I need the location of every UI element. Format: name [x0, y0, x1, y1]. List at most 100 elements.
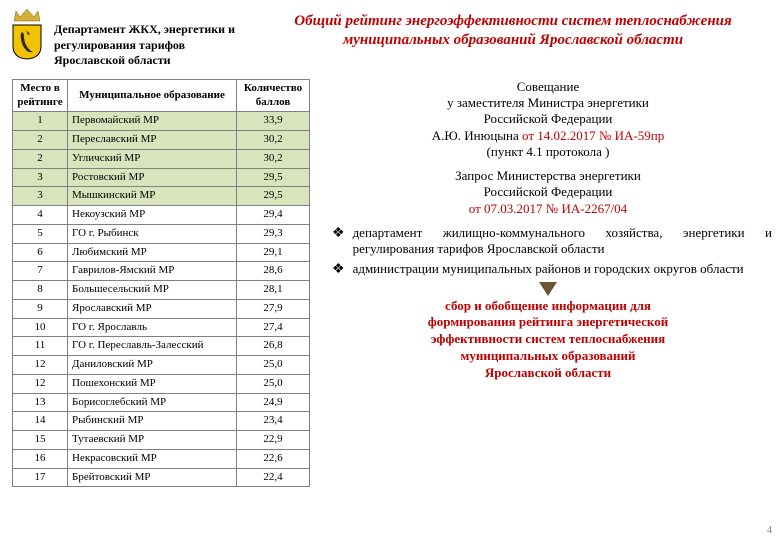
cell-score: 25,0 [237, 356, 310, 375]
table-row: 5ГО г. Рыбинск29,3 [13, 224, 310, 243]
dept-line: Департамент ЖКХ, энергетики и [54, 22, 235, 36]
table-row: 14Рыбинский МР23,4 [13, 412, 310, 431]
table-row: 1Первомайский МР33,9 [13, 112, 310, 131]
cell-rank: 16 [13, 449, 68, 468]
table-row: 12Пошехонский МР25,0 [13, 374, 310, 393]
cell-score: 29,1 [237, 243, 310, 262]
table-row: 13Борисоглебский МР24,9 [13, 393, 310, 412]
cell-score: 23,4 [237, 412, 310, 431]
cell-name: Пошехонский МР [68, 374, 237, 393]
cell-name: Тутаевский МР [68, 431, 237, 450]
cell-name: ГО г. Ярославль [68, 318, 237, 337]
text: Российской Федерации [484, 184, 613, 199]
cell-rank: 1 [13, 112, 68, 131]
cell-score: 26,8 [237, 337, 310, 356]
list-item: ❖ департамент жилищно-коммунального хозя… [332, 225, 772, 258]
text: А.Ю. Инюцына [432, 128, 522, 143]
cell-score: 27,9 [237, 299, 310, 318]
page-number: 4 [767, 525, 772, 536]
rating-table: Место в рейтинге Муниципальное образован… [12, 79, 310, 488]
shield-icon [12, 24, 42, 60]
cell-name: Гаврилов-Ямский МР [68, 262, 237, 281]
cell-name: Некрасовский МР [68, 449, 237, 468]
cell-rank: 10 [13, 318, 68, 337]
table-row: 8Большесельский МР28,1 [13, 281, 310, 300]
cell-rank: 6 [13, 243, 68, 262]
text: формирования рейтинга энергетической [428, 314, 668, 329]
cell-rank: 5 [13, 224, 68, 243]
cell-rank: 7 [13, 262, 68, 281]
table-row: 6Любимский МР29,1 [13, 243, 310, 262]
cell-name: Даниловский МР [68, 356, 237, 375]
dept-line: регулирования тарифов [54, 38, 185, 52]
cell-score: 29,5 [237, 187, 310, 206]
bullet-list: ❖ департамент жилищно-коммунального хозя… [324, 225, 772, 278]
request-block: Запрос Министерства энергетики Российско… [324, 168, 772, 217]
right-panel: Совещание у заместителя Министра энергет… [324, 79, 772, 488]
header: Департамент ЖКХ, энергетики и регулирова… [0, 0, 780, 73]
text: сбор и обобщение информации для [445, 298, 651, 313]
cell-rank: 13 [13, 393, 68, 412]
table-row: 15Тутаевский МР22,9 [13, 431, 310, 450]
list-item: ❖ администрации муниципальных районов и … [332, 261, 772, 277]
cell-score: 22,9 [237, 431, 310, 450]
department-label: Департамент ЖКХ, энергетики и регулирова… [54, 8, 254, 69]
text: Российской Федерации [484, 111, 613, 126]
table-row: 2Переславский МР30,2 [13, 131, 310, 150]
meeting-block: Совещание у заместителя Министра энергет… [324, 79, 772, 160]
cell-name: ГО г. Переславль-Залесский [68, 337, 237, 356]
cell-rank: 3 [13, 187, 68, 206]
cell-rank: 2 [13, 149, 68, 168]
cell-score: 22,4 [237, 468, 310, 487]
table-row: 2Угличский МР30,2 [13, 149, 310, 168]
page-title: Общий рейтинг энергоэффективности систем… [266, 8, 768, 50]
text: у заместителя Министра энергетики [447, 95, 649, 110]
table-header-row: Место в рейтинге Муниципальное образован… [13, 79, 310, 112]
text: Совещание [517, 79, 579, 94]
cell-score: 29,4 [237, 206, 310, 225]
cell-name: Борисоглебский МР [68, 393, 237, 412]
cell-name: Большесельский МР [68, 281, 237, 300]
table-row: 10ГО г. Ярославль27,4 [13, 318, 310, 337]
red-text: от 07.03.2017 № ИА-2267/04 [469, 201, 627, 216]
cell-score: 28,6 [237, 262, 310, 281]
cell-score: 25,0 [237, 374, 310, 393]
col-rank: Место в рейтинге [13, 79, 68, 112]
cell-name: Первомайский МР [68, 112, 237, 131]
text: (пункт 4.1 протокола ) [487, 144, 610, 159]
cell-rank: 15 [13, 431, 68, 450]
cell-name: Угличский МР [68, 149, 237, 168]
content: Место в рейтинге Муниципальное образован… [0, 73, 780, 488]
diamond-bullet-icon: ❖ [332, 225, 345, 241]
cell-rank: 14 [13, 412, 68, 431]
crown-icon [12, 8, 42, 22]
text: муниципальных образований [460, 348, 635, 363]
cell-name: Мышкинский МР [68, 187, 237, 206]
bullet-text: департамент жилищно-коммунального хозяйс… [353, 225, 772, 258]
bullet-text: администрации муниципальных районов и го… [353, 261, 744, 277]
table-row: 12Даниловский МР25,0 [13, 356, 310, 375]
cell-score: 22,6 [237, 449, 310, 468]
cell-rank: 3 [13, 168, 68, 187]
table-row: 9Ярославский МР27,9 [13, 299, 310, 318]
cell-name: Переславский МР [68, 131, 237, 150]
cell-rank: 12 [13, 356, 68, 375]
cell-name: Некоузский МР [68, 206, 237, 225]
cell-score: 28,1 [237, 281, 310, 300]
dept-line: Ярославской области [54, 53, 171, 67]
cell-name: Ростовский МР [68, 168, 237, 187]
coat-of-arms [12, 8, 42, 60]
cell-score: 30,2 [237, 149, 310, 168]
collect-block: сбор и обобщение информации для формиров… [324, 298, 772, 382]
table-row: 7Гаврилов-Ямский МР28,6 [13, 262, 310, 281]
down-arrow-icon [539, 282, 557, 296]
cell-rank: 2 [13, 131, 68, 150]
diamond-bullet-icon: ❖ [332, 261, 345, 277]
cell-score: 29,5 [237, 168, 310, 187]
cell-name: Брейтовский МР [68, 468, 237, 487]
cell-rank: 11 [13, 337, 68, 356]
cell-score: 29,3 [237, 224, 310, 243]
text: эффективности систем теплоснабжения [431, 331, 665, 346]
col-score: Количество баллов [237, 79, 310, 112]
text: Запрос Министерства энергетики [455, 168, 641, 183]
